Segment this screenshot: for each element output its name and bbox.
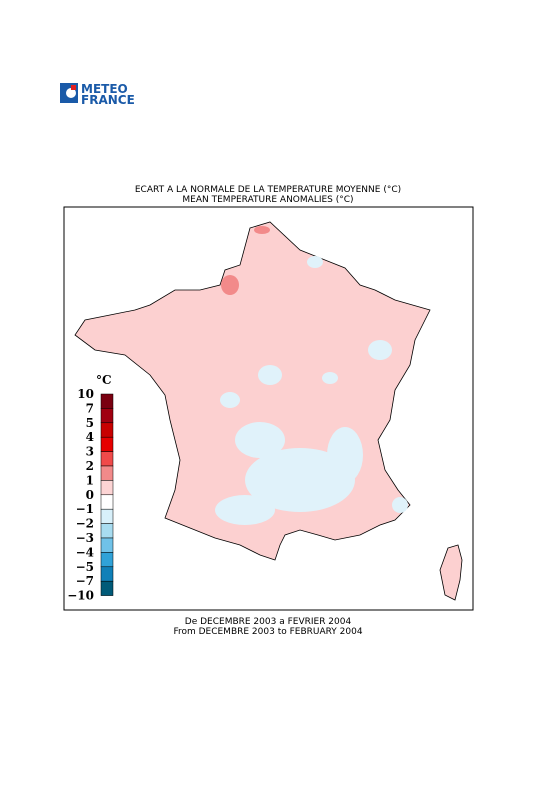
- legend-label: −1: [76, 502, 94, 516]
- logo: METEO FRANCE: [60, 82, 135, 107]
- legend-label: 1: [86, 473, 94, 487]
- legend-label: −3: [76, 531, 94, 545]
- map-subtitle: MEAN TEMPERATURE ANOMALIES (°C): [182, 195, 353, 205]
- logo-dot: [66, 88, 76, 98]
- legend-label: −7: [76, 574, 94, 588]
- legend-swatch: [100, 422, 114, 438]
- legend-swatch: [100, 465, 114, 481]
- legend-swatch: [100, 580, 114, 596]
- legend-swatch: [100, 566, 114, 582]
- legend-label: −2: [76, 517, 94, 531]
- period-en: From DECEMBRE 2003 to FEBRUARY 2004: [173, 627, 362, 637]
- legend-swatch: [100, 480, 114, 496]
- legend-label: −4: [76, 545, 94, 559]
- legend-label: −10: [67, 589, 94, 603]
- legend-label: 5: [86, 416, 94, 430]
- legend-swatch: [100, 494, 114, 510]
- legend-swatch: [100, 537, 114, 553]
- legend-label: 4: [86, 430, 94, 444]
- logo-text: FRANCE: [81, 93, 135, 107]
- legend-swatch: [100, 552, 114, 568]
- cold-areas: [215, 256, 408, 525]
- legend-label: 7: [86, 401, 94, 415]
- legend-label: 10: [77, 387, 94, 401]
- map: [74, 221, 463, 601]
- legend-swatch: [100, 408, 114, 424]
- corsica: [439, 544, 463, 601]
- legend-swatch: [100, 451, 114, 467]
- legend-swatch: [100, 393, 114, 409]
- logo-red: [71, 85, 76, 90]
- warm-area: [221, 275, 239, 295]
- logo-text: METEO: [81, 82, 128, 96]
- legend-label: −5: [76, 560, 94, 574]
- legend-swatch: [100, 508, 114, 524]
- legend-swatch: [100, 436, 114, 452]
- map-title: ECART A LA NORMALE DE LA TEMPERATURE MOY…: [135, 185, 401, 195]
- legend-unit: °C: [96, 373, 112, 387]
- warm-area: [254, 226, 270, 234]
- period-fr: De DECEMBRE 2003 a FEVRIER 2004: [185, 617, 352, 627]
- legend-label: 2: [86, 459, 94, 473]
- legend-label: 3: [86, 445, 94, 459]
- legend-label: 0: [86, 488, 94, 502]
- legend-swatch: [100, 523, 114, 539]
